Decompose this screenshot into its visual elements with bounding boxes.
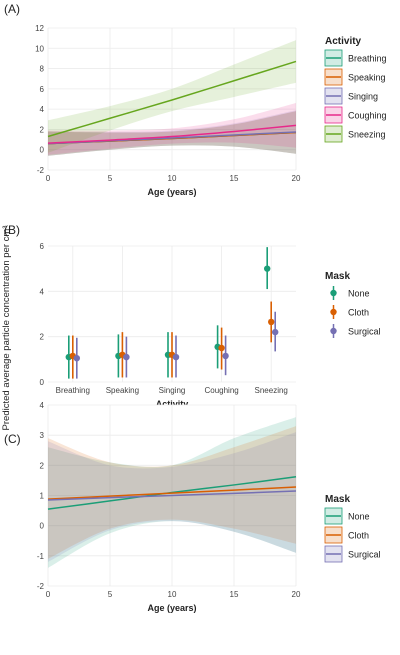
point-surgical xyxy=(172,353,180,361)
shared-y-axis-label: Predicted average particle concentration… xyxy=(1,226,12,431)
point-cloth xyxy=(268,318,275,326)
legend-label-none: None xyxy=(348,512,370,522)
x-tick-label: 20 xyxy=(292,590,301,599)
y-tick-label: 8 xyxy=(40,65,45,74)
y-tick-label: -2 xyxy=(37,166,45,175)
x-tick-label: Sneezing xyxy=(255,386,288,395)
y-tick-label: 0 xyxy=(40,146,45,155)
legend-label-surgical: Surgical xyxy=(348,327,381,337)
y-tick-label: 4 xyxy=(40,105,45,114)
y-tick-label: 2 xyxy=(40,125,45,134)
y-tick-label: -2 xyxy=(37,582,45,591)
x-tick-label: 20 xyxy=(292,174,301,183)
legend-label-cloth: Cloth xyxy=(348,531,369,541)
y-tick-label: 4 xyxy=(40,287,45,296)
legend-label-surgical: Surgical xyxy=(348,550,381,560)
series-line-sneezing xyxy=(47,60,297,138)
point-surgical xyxy=(73,355,81,362)
x-axis-title: Activity xyxy=(156,399,189,409)
series-line-surgical xyxy=(47,490,297,501)
legend-label-singing: Singing xyxy=(348,92,378,102)
panel-b: (B) 0 2 4 6 Breathing Speaking Singing Coughing S… xyxy=(4,223,381,409)
point-surgical xyxy=(272,328,279,336)
legend-title: Activity xyxy=(325,36,362,47)
x-tick-label: 0 xyxy=(46,174,51,183)
legend-key-cloth xyxy=(330,308,337,316)
legend-title: Mask xyxy=(325,494,350,505)
y-tick-label: 12 xyxy=(35,24,44,33)
x-tick-label: 0 xyxy=(46,590,51,599)
legend-label-none: None xyxy=(348,289,370,299)
y-tick-label: 2 xyxy=(40,461,45,470)
y-tick-label: 1 xyxy=(40,492,45,501)
x-tick-label: 15 xyxy=(230,174,239,183)
series-line-cloth xyxy=(47,486,297,500)
y-tick-label: 6 xyxy=(40,242,45,251)
panel-label: (A) xyxy=(4,2,20,16)
x-tick-label: 10 xyxy=(168,174,177,183)
y-tick-label: 10 xyxy=(35,44,44,53)
confidence-band-speaking xyxy=(48,111,296,156)
panel-c: (C) -2 -1 0 1 2 3 4 0 5 10 15 20 Age (years) Mask None C… xyxy=(4,401,381,613)
x-tick-label: Coughing xyxy=(204,386,238,395)
legend-label-cloth: Cloth xyxy=(348,308,369,318)
series-line-coughing xyxy=(47,124,297,144)
x-tick-label: Breathing xyxy=(56,386,90,395)
x-tick-label: 5 xyxy=(108,174,113,183)
confidence-band-coughing xyxy=(48,103,296,155)
x-tick-label: 10 xyxy=(168,590,177,599)
y-tick-label: 0 xyxy=(40,522,45,531)
confidence-band-sneezing xyxy=(48,40,296,153)
legend-label-coughing: Coughing xyxy=(348,111,387,121)
legend-label-breathing: Breathing xyxy=(348,54,387,64)
panel-label: (B) xyxy=(4,223,20,237)
legend-label-sneezing: Sneezing xyxy=(348,130,386,140)
x-tick-label: 15 xyxy=(230,590,239,599)
x-tick-label: 5 xyxy=(108,590,113,599)
panel-label: (C) xyxy=(4,432,21,446)
point-surgical xyxy=(123,353,130,361)
point-surgical xyxy=(222,352,229,360)
point-none xyxy=(264,265,271,272)
legend-key-surgical xyxy=(330,327,337,335)
confidence-band-surgical xyxy=(48,432,296,562)
x-tick-label: Speaking xyxy=(106,386,139,395)
legend-key-none xyxy=(330,289,337,297)
x-axis-title: Age (years) xyxy=(147,603,196,613)
y-tick-label: 2 xyxy=(40,333,45,342)
legend-label-speaking: Speaking xyxy=(348,73,386,83)
x-axis-title: Age (years) xyxy=(147,187,196,197)
confidence-band-singing xyxy=(48,110,296,156)
point-cloth xyxy=(218,344,225,352)
y-tick-label: 6 xyxy=(40,85,45,94)
y-tick-label: -1 xyxy=(37,552,45,561)
x-tick-label: Singing xyxy=(159,386,186,395)
confidence-band-breathing xyxy=(48,111,296,156)
y-tick-label: 4 xyxy=(40,401,45,410)
y-tick-label: 3 xyxy=(40,431,45,440)
y-tick-label: 0 xyxy=(40,378,45,387)
legend-title: Mask xyxy=(325,271,350,282)
